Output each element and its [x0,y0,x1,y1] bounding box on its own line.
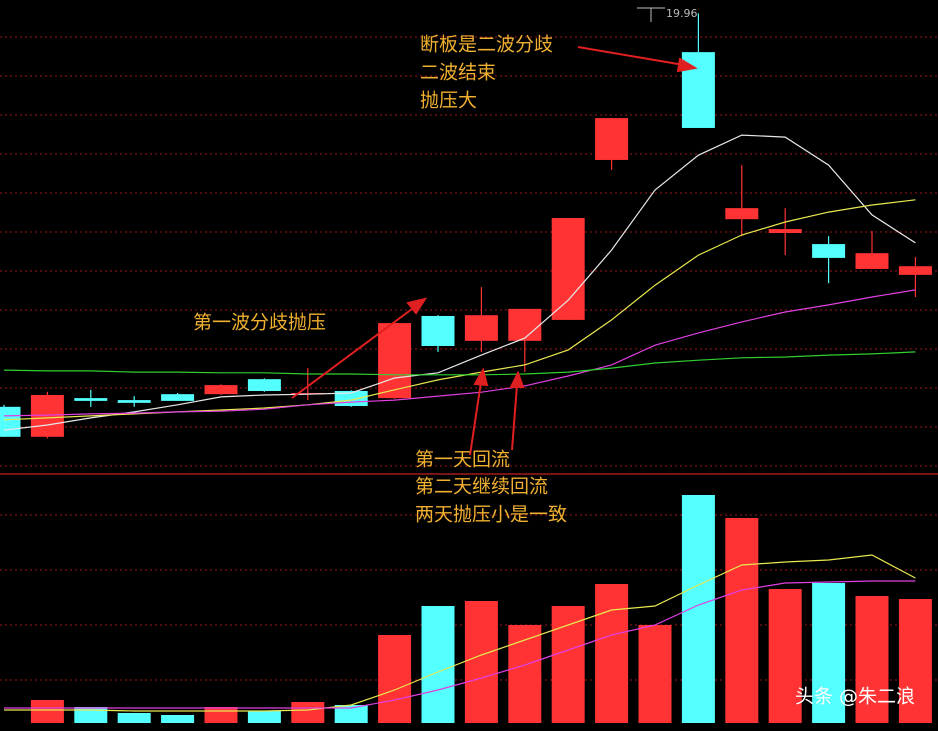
volume-bar [551,606,585,723]
annotation: 两天抛压小是一致 [415,504,567,526]
volume-bar [117,713,151,723]
volume-bar [681,495,715,723]
annotation: 二波结束 [420,62,496,84]
volume-bar [204,707,238,723]
candle-body [595,118,629,160]
annotation: 第一天回流 [415,449,510,471]
candle-body [508,308,542,341]
arrow-head [473,367,489,387]
volume-bar [161,715,195,723]
annotation: 抛压大 [420,90,477,112]
volume-bar [595,584,629,723]
volume-bar [725,518,759,723]
moving-average-line [4,580,916,709]
arrow [291,305,417,399]
annotation: 第二天继续回流 [415,476,548,498]
volume-bar [378,635,412,723]
annotation: 第一波分歧抛压 [193,312,326,334]
moving-average-line [4,554,916,712]
candle-body [204,385,238,395]
annotation: 断板是二波分歧 [420,34,553,56]
candle-body [161,394,195,401]
candle-body [421,315,455,346]
volume-bar [855,596,889,723]
volume-bar [464,601,498,723]
plot [0,13,932,723]
volume-bar [638,625,672,723]
candle-body [378,323,412,399]
volume-bar [768,589,802,723]
moving-average-line [3,351,916,376]
arrow [511,384,518,451]
volume-bar [291,702,325,723]
candle-body [898,266,932,275]
moving-average-line [3,289,916,417]
volume-bar [508,625,542,723]
candle-body [247,379,281,392]
volume-bar [812,583,846,723]
candle-body [74,398,108,401]
arrow-head [509,370,525,388]
volume-bar [74,707,108,723]
arrow-head [406,297,428,315]
arrow [577,46,685,66]
candle-body [855,253,889,269]
candle-body [768,229,802,234]
overlay: 19.96 断板是二波分歧 二波结束 抛压大 第一波分歧抛压 第一天回流 第二天… [193,7,915,708]
arrow-head [676,57,698,73]
moving-average-line [3,134,916,431]
volume-bar [247,711,281,723]
volume-bar [898,599,932,723]
watermark: 头条 @朱二浪 [795,686,915,708]
candle-body [725,208,759,220]
volume-bar [30,700,64,723]
volume-bar [421,606,455,723]
arrows [291,46,698,456]
candle-body [0,406,21,437]
max-label: 19.96 [666,7,698,20]
candle-body [464,315,498,341]
arrow [469,381,482,456]
candle-body [117,400,151,403]
candle-body [812,244,846,258]
candle-body [551,218,585,320]
volume-bar [334,705,368,723]
